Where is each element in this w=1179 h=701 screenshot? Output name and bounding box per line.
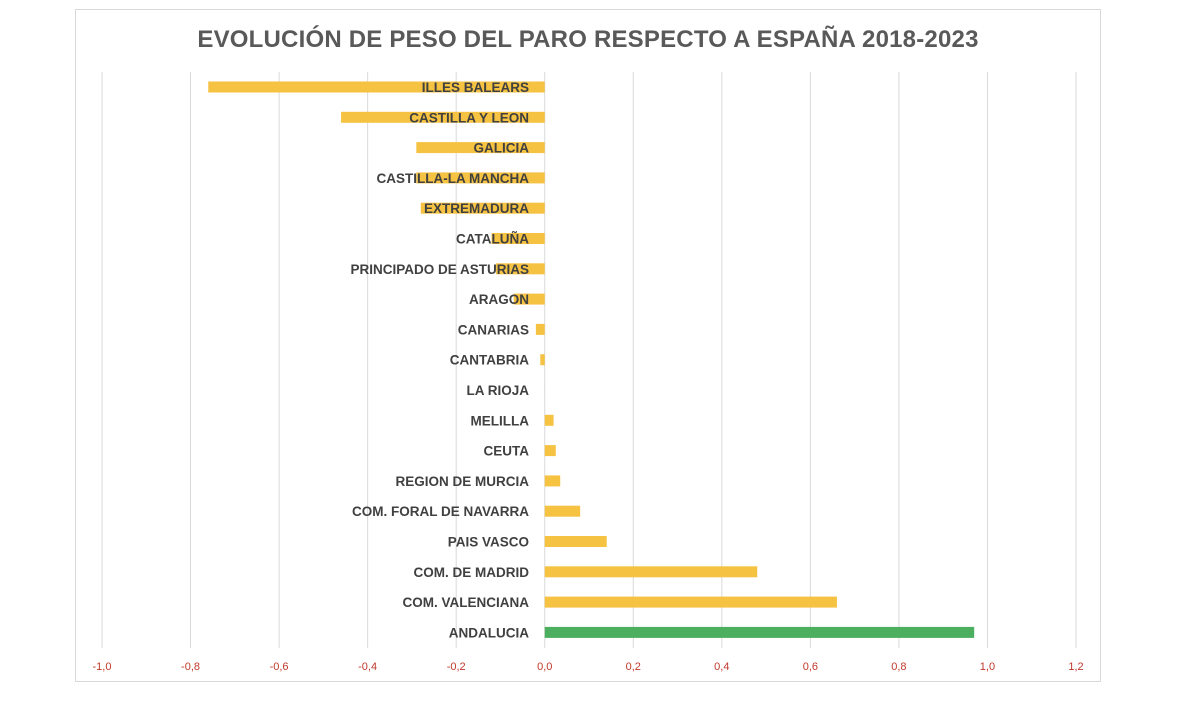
category-label: CEUTA [484, 444, 530, 459]
bar [544, 536, 607, 547]
category-label: CASTILLA Y LEON [409, 110, 529, 125]
bar [535, 323, 545, 335]
x-tick-label: -1,0 [93, 661, 112, 673]
category-label: COM. VALENCIANA [403, 595, 530, 610]
category-label: ANDALUCIA [449, 625, 529, 640]
bar [496, 263, 545, 275]
x-tick-label: -0,4 [358, 661, 377, 673]
category-label: LA RIOJA [466, 383, 529, 398]
bar [544, 445, 556, 457]
x-tick-label: -0,8 [181, 661, 200, 673]
bar [544, 596, 837, 608]
category-label: GALICIA [474, 141, 530, 156]
x-tick-label: 1,0 [980, 661, 995, 673]
bar [540, 354, 545, 366]
bar [416, 142, 545, 154]
category-label: PRINCIPADO DE ASTURIAS [350, 262, 529, 277]
category-label: ARAGON [469, 292, 529, 307]
bar [544, 566, 758, 578]
category-label: REGION DE MURCIA [395, 474, 529, 489]
x-tick-label: -0,2 [447, 661, 466, 673]
x-tick-label: 0,2 [626, 661, 641, 673]
x-tick-label: -0,6 [270, 661, 289, 673]
bar [208, 81, 545, 93]
chart-title: EVOLUCIÓN DE PESO DEL PARO RESPECTO A ES… [197, 26, 979, 53]
x-tick-label: 0,4 [714, 661, 729, 673]
category-label: COM. DE MADRID [414, 565, 530, 580]
category-label: MELILLA [471, 413, 530, 428]
category-label: CANARIAS [458, 322, 529, 337]
x-tick-label: 0,0 [537, 661, 552, 673]
x-axis-ticks: -1,0 -0,8 -0,6 -0,4 -0,2 0,0 0,2 0,4 0,6 0,8 1,0 1,… [93, 661, 1084, 673]
x-tick-label: 1,2 [1068, 661, 1083, 673]
gridlines [101, 72, 1077, 648]
bar [491, 233, 545, 244]
category-label: CASTILLA-LA MANCHA [377, 171, 530, 186]
category-label: CATALUÑA [456, 232, 529, 247]
category-label: EXTREMADURA [424, 201, 529, 216]
x-tick-label: 0,8 [891, 661, 906, 673]
x-tick-label: 0,6 [803, 661, 818, 673]
bar [544, 626, 975, 638]
bar [544, 414, 554, 426]
bar [416, 172, 545, 184]
bar [341, 111, 545, 123]
bar [513, 293, 545, 305]
bar [420, 202, 545, 214]
category-label: CANTABRIA [450, 353, 529, 368]
category-label: ILLES BALEARS [422, 80, 529, 95]
bars [208, 81, 975, 638]
bar [544, 475, 561, 487]
bar [544, 505, 581, 517]
category-label: COM. FORAL DE NAVARRA [352, 504, 529, 519]
category-label: PAIS VASCO [448, 535, 529, 550]
category-labels: ILLES BALEARS CASTILLA Y LEON GALICIA CASTI… [350, 80, 529, 640]
